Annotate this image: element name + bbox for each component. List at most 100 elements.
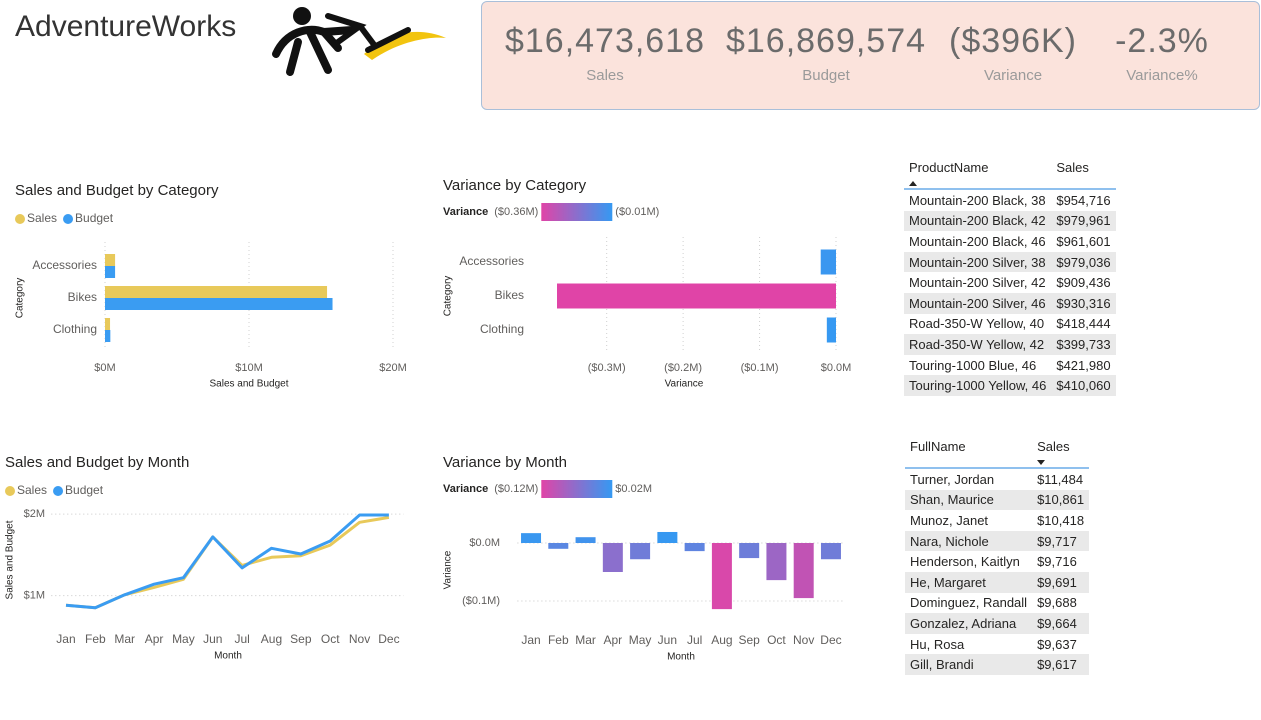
y-tick-label: Bikes: [68, 290, 97, 304]
x-tick-label: $10M: [235, 362, 263, 374]
table-cell: $399,733: [1051, 334, 1116, 355]
chart-title: Sales and Budget by Category: [15, 182, 219, 199]
sort-indicator: [909, 181, 917, 186]
y-tick-label: $2M: [24, 508, 45, 520]
table-cell: $9,637: [1037, 636, 1077, 652]
x-axis-title: Sales and Budget: [210, 379, 289, 390]
table-row: Gill, Brandi $9,617: [905, 654, 1090, 675]
x-tick-label: Nov: [793, 633, 814, 647]
logo: [272, 7, 446, 76]
table-row: Shan, Maurice $10,861: [905, 489, 1090, 511]
x-tick-label: Oct: [321, 632, 340, 646]
kpi: $16,473,618 Sales: [505, 20, 705, 84]
table-row: Turner, Jordan $11,484: [905, 468, 1089, 490]
bar: [826, 317, 836, 343]
y-tick-label: Clothing: [53, 322, 97, 336]
table-cell: $979,036: [1051, 251, 1116, 273]
x-tick-label: Apr: [603, 633, 622, 647]
bar: [105, 254, 116, 266]
table-cell: Touring-1000 Yellow, 46: [904, 375, 1052, 396]
table-row: Dominguez, Randall $9,688: [905, 593, 1089, 614]
chart-title: Sales and Budget by Month: [5, 454, 189, 471]
sort-indicator: [1037, 460, 1046, 465]
legend-label: Budget: [65, 483, 104, 497]
table-row: Road-350-W Yellow, 42 $399,733: [904, 334, 1116, 355]
legend-marker: [63, 214, 74, 224]
x-tick-label: Dec: [378, 632, 399, 646]
color-scale: [541, 480, 613, 498]
table-cell: $11,484: [1037, 471, 1084, 487]
table-cell: Road-350-W Yellow, 40: [909, 316, 1045, 332]
table-row: Gonzalez, Adriana $9,664: [905, 613, 1090, 634]
x-tick-label: Sep: [738, 633, 760, 647]
legend-label: Budget: [75, 211, 114, 225]
table-row: Touring-1000 Blue, 46 $421,980: [904, 355, 1116, 376]
bar: [105, 318, 111, 330]
y-tick-label: Bikes: [495, 288, 524, 302]
table-cell: Dominguez, Randall: [910, 595, 1028, 611]
bar: [105, 330, 111, 342]
legend-marker: [5, 486, 15, 496]
x-tick-label: Apr: [145, 632, 164, 646]
table-row: Mountain-200 Silver, 38 $979,036: [904, 251, 1116, 273]
table-row: Touring-1000 Yellow, 46 $410,060: [904, 375, 1116, 396]
chart-title: Variance by Category: [443, 177, 587, 194]
bar: [684, 543, 705, 552]
x-tick-label: Nov: [349, 632, 370, 646]
logo-rider: [272, 25, 356, 76]
table-cell: Mountain-200 Silver, 42: [909, 275, 1046, 291]
legend-marker: [15, 214, 25, 224]
legend-label: Sales: [17, 483, 47, 497]
table-cell: $418,444: [1056, 316, 1111, 332]
legend-label: Sales: [27, 211, 57, 225]
kpi: ($396K) Variance: [949, 20, 1077, 84]
table-cell: $930,316: [1051, 292, 1116, 314]
table-cell: $10,418: [1037, 512, 1085, 528]
logo-head: [293, 7, 311, 25]
table-cell: Henderson, Kaitlyn: [910, 554, 1020, 570]
table-cell: $979,961: [1051, 210, 1116, 232]
table-cell: $909,436: [1056, 275, 1111, 291]
x-tick-label: Jan: [56, 632, 75, 646]
kpi: -2.3% Variance%: [1115, 20, 1209, 84]
legend-min: ($0.36M): [494, 206, 538, 218]
y-axis-title: Sales and Budget: [5, 520, 16, 599]
table-cell: Hu, Rosa: [910, 636, 965, 652]
y-tick-label: Accessories: [459, 254, 524, 268]
table-cell: $9,617: [1032, 654, 1090, 675]
table-row: Mountain-200 Black, 42 $979,961: [904, 210, 1116, 232]
kpi-value: $16,869,574: [725, 22, 927, 60]
x-tick-label: $20M: [379, 362, 407, 374]
kpi-label: Budget: [802, 67, 850, 84]
table-cell: Mountain-200 Black, 46: [909, 233, 1046, 249]
legend-title: Variance: [443, 483, 488, 495]
bar: [521, 533, 542, 543]
table-cell: Munoz, Janet: [910, 512, 989, 528]
bar: [105, 266, 116, 278]
bar: [557, 283, 836, 309]
bar: [766, 543, 787, 581]
bar: [711, 543, 732, 610]
x-tick-label: Sep: [290, 632, 312, 646]
x-tick-label: Jul: [234, 632, 249, 646]
y-tick-label: ($0.1M): [462, 595, 500, 607]
table-cell: He, Margaret: [905, 571, 1033, 593]
column-header: ProductName: [904, 158, 1052, 190]
table-row: Mountain-200 Black, 46 $961,601: [904, 231, 1116, 252]
x-tick-label: Jun: [658, 633, 677, 647]
table-cell: $421,980: [1056, 357, 1111, 373]
legend-max: ($0.01M): [615, 206, 659, 218]
table-cell: Gill, Brandi: [905, 654, 1033, 675]
y-axis-title: Variance: [443, 550, 454, 589]
kpi-card: $16,473,618 Sales $16,869,574 Budget ($396K)…: [481, 1, 1260, 110]
legend-marker: [53, 486, 64, 496]
color-scale: [541, 203, 613, 221]
kpi: $16,869,574 Budget: [726, 20, 926, 84]
line: [65, 513, 389, 610]
bar: [105, 298, 333, 310]
kpi-value: $16,473,618: [504, 22, 706, 60]
x-tick-label: Mar: [575, 633, 596, 647]
table-row: Mountain-200 Silver, 46 $930,316: [904, 292, 1116, 314]
x-tick-label: $0M: [94, 362, 115, 374]
